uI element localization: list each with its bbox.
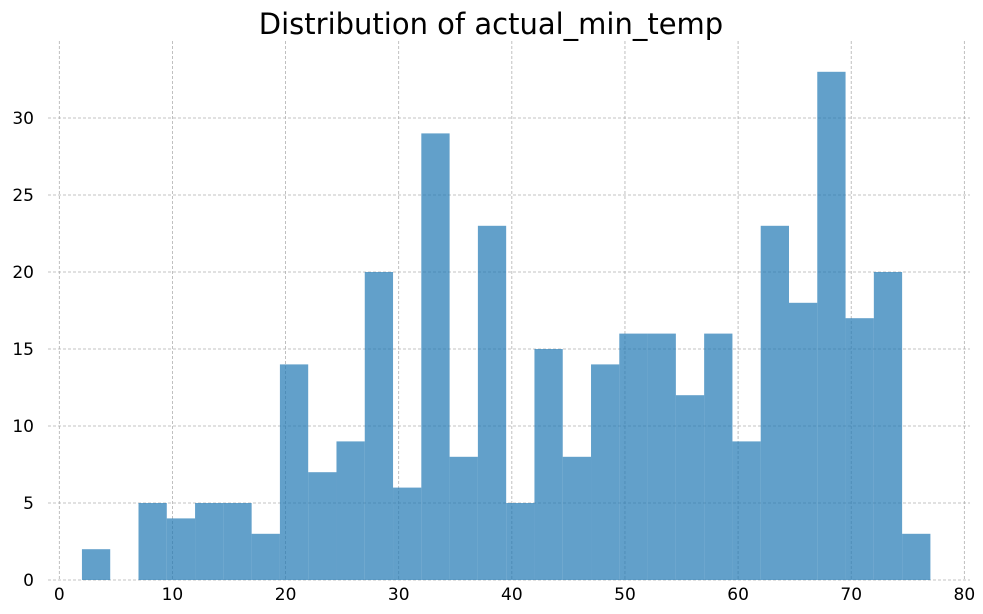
histogram-bar [279, 364, 309, 580]
histogram-bar [336, 441, 365, 580]
histogram-bar [873, 272, 903, 580]
chart-title: Distribution of actual_min_temp [259, 7, 723, 41]
y-tick-label: 30 [12, 109, 34, 129]
histogram-bar [619, 333, 648, 580]
x-tick-label: 20 [275, 585, 297, 605]
y-tick-label: 25 [12, 186, 34, 206]
bar-layer [81, 71, 931, 581]
x-tick-label: 70 [840, 585, 862, 605]
histogram-bar [675, 395, 705, 580]
histogram-bar [449, 456, 478, 580]
x-tick-label: 10 [162, 585, 184, 605]
histogram-bar [647, 333, 676, 580]
histogram-bar [562, 456, 592, 580]
histogram-bar [902, 533, 931, 580]
histogram-bar [364, 272, 394, 580]
histogram-bar [166, 518, 196, 580]
histogram-bar [704, 333, 733, 580]
x-tick-label: 50 [614, 585, 636, 605]
x-tick-label: 30 [388, 585, 410, 605]
y-tick-label: 20 [12, 263, 34, 283]
histogram-bar [195, 503, 224, 580]
histogram-bar [138, 503, 167, 580]
histogram-bar [506, 503, 535, 580]
histogram-bar [591, 364, 620, 580]
x-tick-label: 40 [501, 585, 523, 605]
histogram-bar [251, 533, 280, 580]
histogram-bar [308, 472, 337, 580]
axis-layer: 0 10 20 30 40 50 60 70 80 0 5 10 15 20 25 30 [12, 109, 975, 605]
y-tick-label: 0 [23, 571, 34, 591]
histogram-bar [393, 487, 422, 580]
histogram-bar [817, 71, 846, 581]
x-tick-label: 0 [54, 585, 65, 605]
histogram-bar [788, 302, 818, 580]
histogram-bar [81, 549, 111, 580]
histogram-bar [421, 133, 450, 580]
y-tick-label: 5 [23, 494, 34, 514]
histogram-bar [223, 503, 252, 580]
histogram-bar [760, 225, 789, 581]
histogram-bar [534, 349, 563, 580]
x-tick-label: 80 [954, 585, 976, 605]
y-tick-label: 10 [12, 417, 34, 437]
histogram-bar [732, 441, 761, 580]
x-tick-label: 60 [727, 585, 749, 605]
histogram-bar [477, 225, 507, 581]
y-tick-label: 15 [12, 340, 34, 360]
histogram-bar [845, 318, 874, 580]
